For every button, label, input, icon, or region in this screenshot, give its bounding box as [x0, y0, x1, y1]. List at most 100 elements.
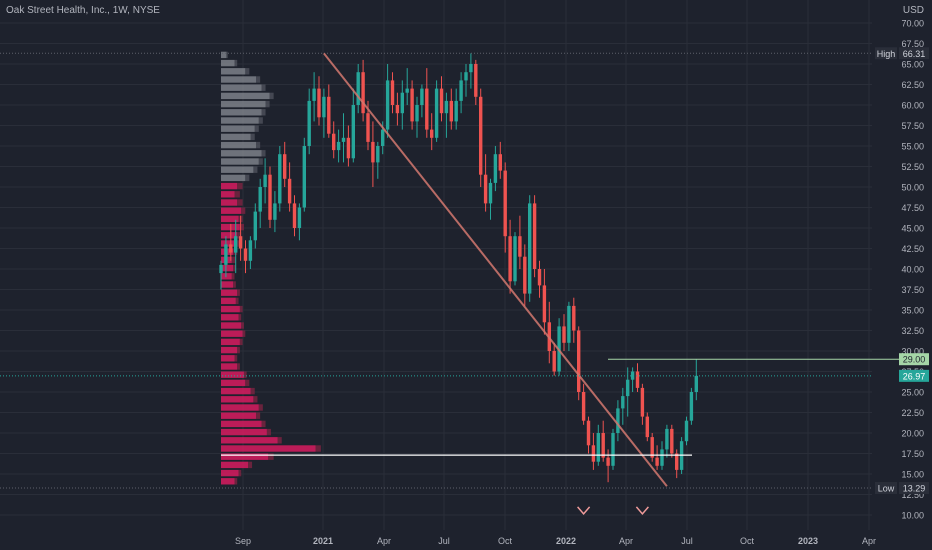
x-tick-label: 2023 [798, 536, 818, 546]
volume-bar-up [221, 68, 246, 75]
candle [351, 88, 355, 163]
candle [557, 318, 561, 376]
candle [474, 59, 478, 105]
candle [322, 88, 326, 138]
volume-profile-row [221, 109, 266, 116]
candle [616, 400, 620, 442]
volume-profile-row [221, 437, 282, 444]
candle [449, 88, 453, 130]
volume-bar-up [237, 182, 243, 190]
volume-bar-up [315, 445, 321, 452]
candle-body [503, 170, 507, 237]
candle [591, 433, 596, 470]
candle-body [229, 244, 233, 253]
volume-profile-row [221, 445, 321, 452]
volume-profile-row [221, 51, 228, 59]
price-tags: 66.31 13.29 29.00 26.97 High Low [875, 47, 929, 495]
candle [483, 154, 488, 212]
volume-profile-row [221, 478, 238, 485]
candle [577, 326, 581, 401]
candle-body [645, 416, 649, 438]
volume-bar-down [226, 51, 228, 59]
volume-profile-row [221, 150, 266, 157]
candle [675, 449, 679, 479]
volume-profile-row [221, 379, 250, 387]
volume-bar-up [237, 346, 240, 354]
candle-body [513, 236, 517, 282]
candle-body [508, 236, 512, 282]
y-tick-label: 40.00 [901, 265, 924, 275]
volume-profile-row [221, 355, 238, 362]
candle [596, 424, 600, 466]
x-tick-label: 2021 [313, 536, 333, 546]
candle-body [253, 211, 257, 241]
trend-line[interactable] [323, 52, 668, 487]
candle-body [292, 203, 297, 228]
volume-bar-down [221, 289, 238, 296]
candle-body [268, 174, 272, 220]
x-tick-label: Apr [377, 536, 391, 546]
candle-body [434, 88, 439, 138]
volume-bar-down [221, 453, 269, 460]
candle-body [488, 182, 493, 204]
volume-bar-down [221, 363, 238, 370]
volume-bar-up [235, 240, 240, 247]
candle-body [479, 96, 483, 175]
candle-body [464, 72, 468, 81]
x-tick-label: Jul [438, 536, 450, 546]
candle-body [581, 392, 586, 421]
volume-bar-up [231, 256, 236, 264]
volume-profile-row [221, 338, 243, 346]
candle [689, 387, 694, 425]
candle [650, 433, 654, 462]
candle-body [670, 428, 674, 454]
volume-bar-down [221, 305, 240, 313]
candle-body [430, 129, 434, 138]
time-axis[interactable]: Sep 2021 Apr Jul Oct 2022 Apr Jul Oct 2023 Apr [235, 536, 876, 546]
x-tick-label: Sep [235, 536, 251, 546]
candle [444, 92, 449, 138]
volume-bar-up [221, 133, 251, 141]
candle-body [327, 96, 331, 134]
volume-bar-up [238, 469, 242, 477]
volume-profile-row [221, 387, 255, 395]
candle-body [655, 457, 659, 466]
candle [528, 195, 532, 302]
volume-bar-up [239, 223, 244, 231]
volume-profile-row [221, 461, 253, 469]
y-tick-label: 22.50 [901, 408, 924, 418]
chevron-down-icon [577, 506, 591, 516]
candle-body [616, 408, 620, 433]
volume-bar-up [241, 207, 246, 214]
candle [611, 428, 615, 470]
candle [253, 203, 257, 249]
candle-body [454, 100, 458, 122]
volume-profile-row [221, 428, 271, 436]
volume-bar-down [221, 314, 239, 321]
volume-bar-down [221, 215, 239, 223]
candle [283, 141, 287, 187]
volume-bar-up [234, 478, 238, 485]
volume-profile-row [221, 314, 242, 321]
volume-profile-row [221, 158, 263, 165]
volume-bar-down [245, 174, 250, 182]
candle-body [621, 396, 625, 409]
candle [503, 162, 507, 253]
volume-profile-row [221, 469, 242, 477]
volume-bar-up [237, 232, 242, 239]
candle-body [366, 113, 370, 142]
candle [341, 113, 346, 163]
candle [635, 363, 640, 392]
candle-body [640, 387, 645, 417]
candle-body [234, 236, 238, 253]
candle-body [238, 236, 243, 249]
volume-bar-down [221, 182, 238, 190]
volume-bar-down [221, 437, 278, 444]
candle [234, 219, 238, 274]
candle-body [572, 305, 576, 331]
volume-bar-up [221, 141, 257, 149]
candle [645, 412, 649, 442]
low-value-tag-text: 13.29 [903, 484, 926, 494]
candle-body [243, 248, 248, 261]
